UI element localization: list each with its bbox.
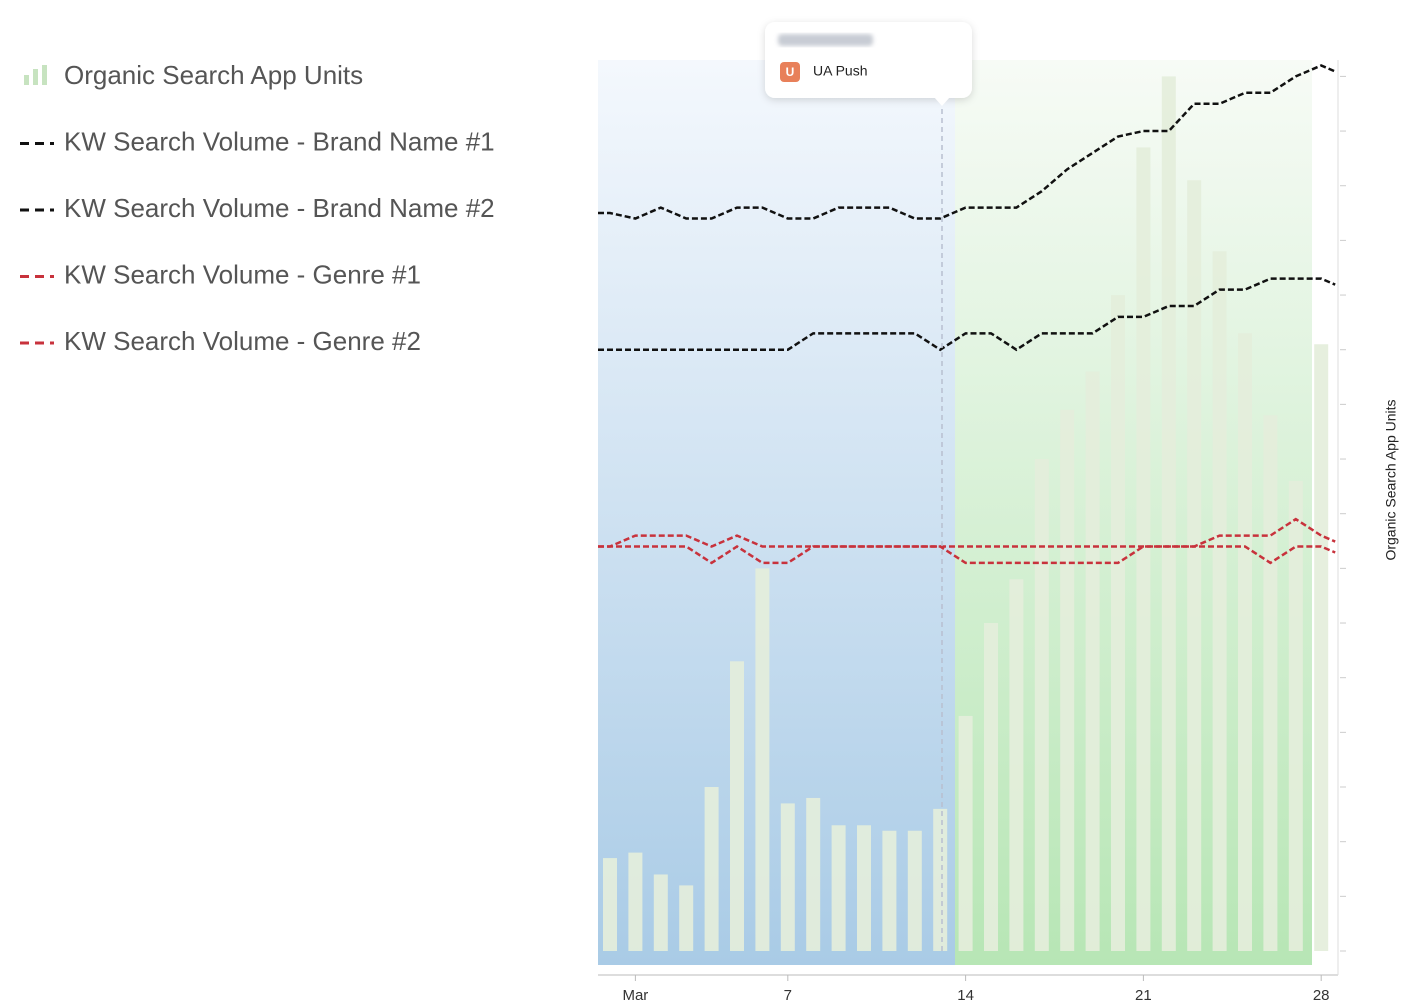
- x-tick-label: 21: [1135, 987, 1152, 1004]
- legend-icon: [42, 65, 47, 85]
- bar: [780, 803, 795, 951]
- bar: [1238, 333, 1252, 952]
- bar: [882, 830, 897, 951]
- event-label: UA Push: [813, 63, 867, 79]
- x-tick-label: 14: [957, 987, 974, 1004]
- legend-icon: [33, 69, 38, 85]
- x-tick-label: 7: [784, 987, 792, 1004]
- legend-label: KW Search Volume - Genre #2: [64, 326, 421, 356]
- bar: [755, 568, 770, 951]
- bar: [984, 623, 998, 951]
- event-badge: [780, 62, 800, 82]
- bar: [1161, 76, 1176, 951]
- y-axis-title: Organic Search App Units: [1383, 399, 1399, 560]
- line: [598, 517, 1336, 548]
- bar: [679, 885, 694, 951]
- bar: [1187, 180, 1202, 951]
- legend-icon: [24, 75, 29, 85]
- bar: [1212, 251, 1227, 951]
- legend-label: KW Search Volume - Genre #1: [64, 259, 421, 289]
- bar: [806, 797, 821, 951]
- bar: [628, 852, 643, 951]
- bar: [730, 661, 744, 951]
- x-tick-label: Mar: [622, 987, 648, 1004]
- bar: [958, 715, 973, 951]
- bar: [1034, 459, 1049, 951]
- bar: [1085, 371, 1100, 952]
- line: [598, 64, 1336, 220]
- period-after: [955, 60, 1312, 965]
- bar: [653, 874, 668, 951]
- bar: [1060, 409, 1075, 952]
- bar: [603, 858, 617, 951]
- bar: [704, 787, 719, 951]
- bar: [933, 808, 948, 951]
- bar: [1111, 295, 1125, 951]
- marks: [598, 64, 1336, 952]
- bar: [1288, 480, 1303, 951]
- period-before: [598, 60, 955, 965]
- bar: [907, 830, 922, 951]
- legend-label: KW Search Volume - Brand Name #1: [64, 126, 495, 156]
- bar: [1263, 415, 1278, 951]
- bar: [857, 825, 871, 951]
- line: [598, 277, 1336, 352]
- legend-label: KW Search Volume - Brand Name #2: [64, 193, 495, 223]
- tooltip-box: [765, 22, 972, 98]
- line: [598, 545, 1336, 565]
- legend-label: Organic Search App Units: [64, 60, 363, 90]
- blurred-date: [778, 34, 873, 46]
- bar: [1314, 344, 1329, 952]
- bar: [1136, 147, 1151, 951]
- bar: [831, 825, 846, 951]
- event-badge-text: U: [786, 65, 795, 79]
- x-tick-label: 28: [1313, 987, 1330, 1004]
- tooltip-pointer: [934, 97, 950, 106]
- bar: [1009, 579, 1024, 951]
- event-tooltip: U UA Push: [765, 22, 972, 106]
